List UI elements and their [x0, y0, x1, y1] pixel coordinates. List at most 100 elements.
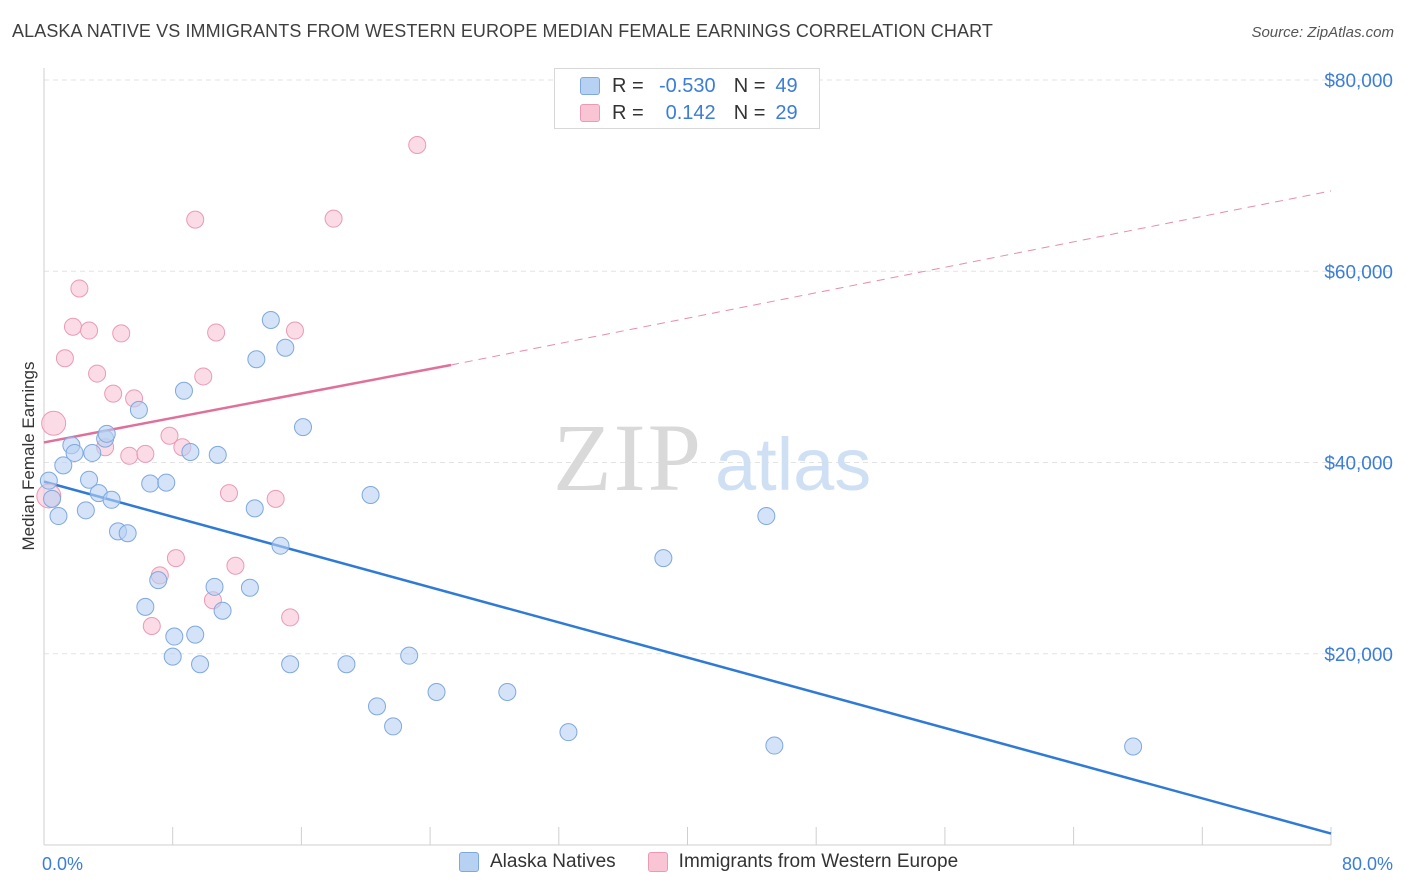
point-western-europe[interactable]	[136, 444, 155, 463]
point-alaska-natives[interactable]	[43, 489, 62, 508]
point-alaska-natives[interactable]	[281, 655, 300, 674]
y-tick-label: $60,000	[1324, 262, 1393, 283]
point-alaska-natives[interactable]	[240, 578, 259, 597]
point-alaska-natives[interactable]	[1124, 737, 1143, 756]
point-alaska-natives[interactable]	[83, 443, 102, 462]
point-western-europe[interactable]	[142, 617, 161, 636]
points-pink	[36, 136, 427, 636]
point-alaska-natives[interactable]	[294, 418, 313, 437]
point-alaska-natives[interactable]	[174, 381, 193, 400]
chart-title: ALASKA NATIVE VS IMMIGRANTS FROM WESTERN…	[12, 21, 993, 41]
legend-n-value: 49	[775, 74, 798, 97]
point-alaska-natives[interactable]	[97, 424, 116, 443]
series-legend-label: Immigrants from Western Europe	[678, 851, 959, 872]
point-alaska-natives[interactable]	[247, 350, 266, 369]
point-alaska-natives[interactable]	[165, 627, 184, 646]
point-alaska-natives[interactable]	[65, 443, 84, 462]
point-alaska-natives[interactable]	[757, 507, 776, 526]
point-alaska-natives[interactable]	[39, 471, 58, 490]
point-alaska-natives[interactable]	[368, 697, 387, 716]
point-western-europe[interactable]	[160, 426, 179, 445]
point-alaska-natives[interactable]	[384, 717, 403, 736]
point-alaska-natives[interactable]	[261, 311, 280, 330]
point-western-europe[interactable]	[88, 364, 107, 383]
series-legend-label: Alaska Natives	[490, 851, 616, 872]
y-tick-label: $40,000	[1324, 454, 1393, 475]
point-alaska-natives[interactable]	[80, 470, 99, 489]
legend-r-value: -0.530	[658, 74, 716, 97]
point-western-europe[interactable]	[324, 209, 343, 228]
point-alaska-natives[interactable]	[765, 736, 784, 755]
point-alaska-natives[interactable]	[654, 549, 673, 568]
point-alaska-natives[interactable]	[559, 723, 578, 742]
point-alaska-natives[interactable]	[49, 507, 68, 526]
point-western-europe[interactable]	[166, 549, 185, 568]
y-tick-label: $80,000	[1324, 71, 1393, 92]
point-alaska-natives[interactable]	[276, 338, 295, 357]
watermark-atlas: atlas	[715, 423, 871, 506]
legend-swatch-pink	[580, 104, 600, 122]
legend-n-value: 29	[775, 101, 798, 124]
x-tick-marks	[43, 827, 1332, 845]
correlation-legend: R = -0.530 N = 49 R = 0.142 N = 29	[554, 68, 820, 129]
watermark-zip: ZIP	[553, 404, 703, 511]
point-alaska-natives[interactable]	[149, 571, 168, 590]
axes	[43, 68, 1332, 846]
point-western-europe[interactable]	[112, 324, 131, 343]
point-alaska-natives[interactable]	[427, 683, 446, 701]
point-alaska-natives[interactable]	[361, 486, 380, 505]
y-tick-label: $20,000	[1324, 645, 1393, 666]
point-western-europe[interactable]	[207, 323, 226, 342]
series-legend-item-alaska[interactable]: Alaska Natives	[459, 851, 616, 873]
point-western-europe[interactable]	[104, 384, 123, 403]
point-western-europe[interactable]	[120, 446, 139, 465]
series-legend-item-western-europe[interactable]: Immigrants from Western Europe	[647, 851, 959, 873]
point-alaska-natives[interactable]	[186, 625, 205, 644]
point-western-europe[interactable]	[194, 367, 213, 386]
legend-row-western-europe: R = 0.142 N = 29	[555, 100, 798, 126]
point-western-europe[interactable]	[186, 210, 205, 229]
point-western-europe[interactable]	[41, 410, 67, 436]
gridlines	[44, 79, 1393, 655]
point-alaska-natives[interactable]	[157, 473, 176, 492]
point-alaska-natives[interactable]	[271, 536, 290, 555]
point-alaska-natives[interactable]	[400, 646, 419, 665]
legend-r-value: 0.142	[665, 101, 716, 124]
point-alaska-natives[interactable]	[76, 501, 95, 520]
trend-line-alaska-natives	[43, 480, 1332, 835]
point-alaska-natives[interactable]	[245, 499, 264, 518]
y-axis-label: Median Female Earnings	[19, 362, 38, 551]
point-western-europe[interactable]	[80, 321, 99, 340]
point-alaska-natives[interactable]	[208, 445, 227, 464]
point-western-europe[interactable]	[55, 349, 74, 368]
point-western-europe[interactable]	[266, 489, 285, 508]
point-western-europe[interactable]	[70, 279, 89, 298]
point-alaska-natives[interactable]	[205, 577, 224, 596]
series-legend: Alaska Natives Immigrants from Western E…	[459, 851, 990, 873]
point-alaska-natives[interactable]	[191, 655, 210, 674]
trend-line-western-europe-extension	[450, 190, 1332, 366]
point-alaska-natives[interactable]	[136, 597, 155, 616]
trend-lines	[43, 190, 1332, 835]
point-alaska-natives[interactable]	[163, 647, 182, 666]
point-alaska-natives[interactable]	[129, 400, 148, 419]
legend-n-label: N =	[733, 74, 766, 97]
legend-swatch-blue	[580, 77, 600, 95]
point-alaska-natives[interactable]	[118, 524, 137, 543]
point-western-europe[interactable]	[226, 556, 245, 575]
point-western-europe[interactable]	[408, 136, 427, 155]
y-tick-labels: $20,000 $40,000 $60,000 $80,000	[1324, 71, 1393, 666]
point-western-europe[interactable]	[281, 608, 300, 627]
point-alaska-natives[interactable]	[213, 601, 232, 620]
point-alaska-natives[interactable]	[102, 490, 121, 509]
watermark: ZIP atlas	[553, 404, 871, 511]
point-western-europe[interactable]	[285, 321, 304, 340]
point-alaska-natives[interactable]	[337, 655, 356, 674]
point-western-europe[interactable]	[63, 317, 82, 336]
point-alaska-natives[interactable]	[141, 474, 160, 493]
point-western-europe[interactable]	[220, 484, 239, 503]
point-alaska-natives[interactable]	[54, 456, 73, 475]
point-alaska-natives[interactable]	[181, 442, 200, 461]
point-alaska-natives[interactable]	[498, 683, 517, 701]
